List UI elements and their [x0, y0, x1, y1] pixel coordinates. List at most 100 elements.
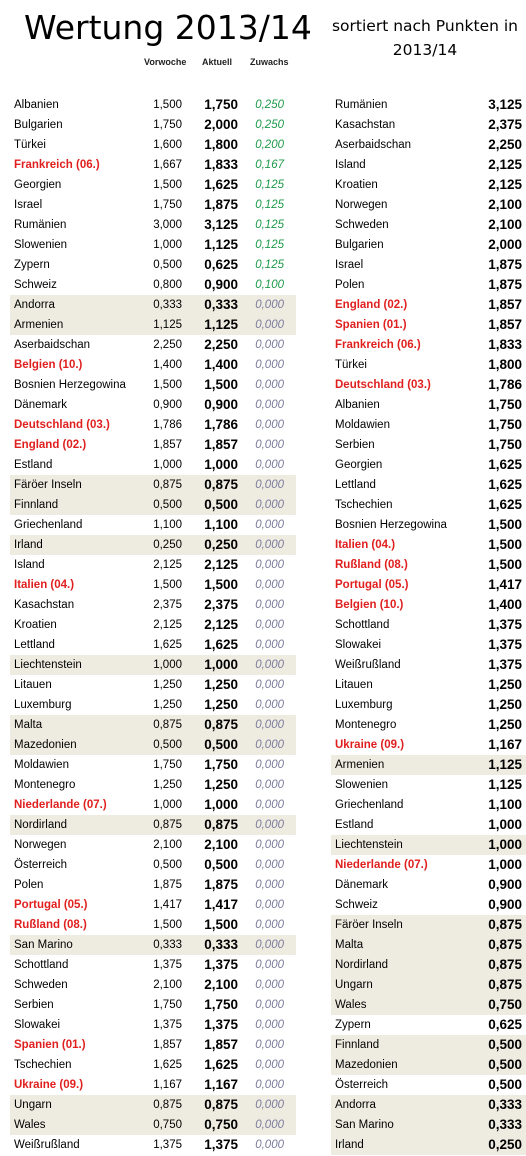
country-name: Slowakei [335, 639, 382, 651]
country-name: Deutschland (03.) [14, 419, 110, 431]
table-row: Aserbaidschan 2,250 2,250 0,000 [10, 335, 296, 355]
vorwoche-value: 0,333 [153, 299, 182, 311]
zuwachs-value: 0,000 [255, 1019, 284, 1031]
aktuell-value: 2,250 [204, 337, 238, 352]
vorwoche-value: 1,400 [153, 359, 182, 371]
column-header-vorwoche: Vorwoche [144, 57, 187, 67]
points-value: 2,100 [488, 217, 522, 232]
country-name: Kroatien [14, 619, 57, 631]
country-name: Lettland [335, 479, 376, 491]
table-row: Israel 1,750 1,875 0,125 [10, 195, 296, 215]
zuwachs-value: 0,000 [255, 859, 284, 871]
country-name: Belgien (10.) [14, 359, 83, 371]
points-value: 0,875 [488, 957, 522, 972]
aktuell-value: 1,375 [204, 1017, 238, 1032]
aktuell-value: 0,875 [204, 817, 238, 832]
table-row: Mazedonien 0,500 0,500 0,000 [10, 735, 296, 755]
points-value: 1,000 [488, 857, 522, 872]
country-name: Luxemburg [335, 699, 393, 711]
country-name: Spanien (01.) [14, 1039, 86, 1051]
table-row: Irland 0,250 0,250 0,000 [10, 535, 296, 555]
table-row: Schweiz 0,900 [331, 895, 526, 915]
country-name: Irland [14, 539, 43, 551]
table-row: Färöer Inseln 0,875 [331, 915, 526, 935]
country-name: Dänemark [335, 879, 389, 891]
aktuell-value: 1,375 [204, 957, 238, 972]
table-row: Montenegro 1,250 1,250 0,000 [10, 775, 296, 795]
vorwoche-value: 1,500 [153, 579, 182, 591]
table-row: Schottland 1,375 1,375 0,000 [10, 955, 296, 975]
country-name: Mazedonien [335, 1059, 398, 1071]
aktuell-value: 0,500 [204, 497, 238, 512]
points-value: 0,900 [488, 877, 522, 892]
country-name: Norwegen [14, 839, 67, 851]
country-name: Italien (04.) [335, 539, 396, 551]
aktuell-value: 1,125 [204, 317, 238, 332]
table-row: Bulgarien 2,000 [331, 235, 526, 255]
table-row: Portugal (05.) 1,417 [331, 575, 526, 595]
country-name: Weißrußland [14, 1139, 80, 1151]
table-row: Zypern 0,625 [331, 1015, 526, 1035]
country-name: Österreich [14, 859, 68, 871]
vorwoche-value: 2,375 [153, 599, 182, 611]
country-name: Kasachstan [335, 119, 396, 131]
table-row: Armenien 1,125 [331, 755, 526, 775]
zuwachs-value: 0,000 [255, 619, 284, 631]
points-value: 1,375 [488, 657, 522, 672]
points-value: 0,875 [488, 977, 522, 992]
country-name: Israel [14, 199, 43, 211]
zuwachs-value: 0,167 [255, 159, 284, 171]
zuwachs-value: 0,000 [255, 1099, 284, 1111]
vorwoche-value: 1,500 [153, 99, 182, 111]
country-name: Kroatien [335, 179, 378, 191]
table-row: Österreich 0,500 [331, 1075, 526, 1095]
vorwoche-value: 1,167 [153, 1079, 182, 1091]
table-row: San Marino 0,333 0,333 0,000 [10, 935, 296, 955]
country-name: Finnland [14, 499, 59, 511]
vorwoche-value: 0,500 [153, 499, 182, 511]
table-row: Polen 1,875 [331, 275, 526, 295]
vorwoche-value: 1,375 [153, 1019, 182, 1031]
zuwachs-value: 0,000 [255, 779, 284, 791]
zuwachs-value: 0,000 [255, 939, 284, 951]
aktuell-value: 0,333 [204, 937, 238, 952]
points-value: 0,500 [488, 1037, 522, 1052]
country-name: Norwegen [335, 199, 388, 211]
table-row: Wales 0,750 0,750 0,000 [10, 1115, 296, 1135]
aktuell-value: 0,875 [204, 477, 238, 492]
country-name: Tschechien [335, 499, 393, 511]
zuwachs-value: 0,000 [255, 479, 284, 491]
table-row: Island 2,125 2,125 0,000 [10, 555, 296, 575]
table-row: Rumänien 3,000 3,125 0,125 [10, 215, 296, 235]
country-name: Schweden [14, 979, 68, 991]
country-name: Zypern [14, 259, 50, 271]
vorwoche-value: 1,750 [153, 119, 182, 131]
points-value: 1,500 [488, 517, 522, 532]
country-name: Irland [335, 1139, 364, 1151]
aktuell-value: 1,625 [204, 1057, 238, 1072]
table-row: Schottland 1,375 [331, 615, 526, 635]
country-name: Ukraine (09.) [335, 739, 405, 751]
country-name: Bosnien Herzegowina [14, 379, 126, 391]
column-header-aktuell: Aktuell [202, 57, 233, 67]
table-row: Ungarn 0,875 [331, 975, 526, 995]
country-name: Armenien [335, 759, 385, 771]
vorwoche-value: 1,000 [153, 799, 182, 811]
zuwachs-value: 0,000 [255, 579, 284, 591]
table-row: Bosnien Herzegowina 1,500 1,500 0,000 [10, 375, 296, 395]
table-row: Slowakei 1,375 1,375 0,000 [10, 1015, 296, 1035]
table-row: Ukraine (09.) 1,167 1,167 0,000 [10, 1075, 296, 1095]
vorwoche-value: 2,125 [153, 559, 182, 571]
table-row: Ukraine (09.) 1,167 [331, 735, 526, 755]
points-value: 1,750 [488, 417, 522, 432]
aktuell-value: 1,167 [204, 1077, 238, 1092]
zuwachs-value: 0,000 [255, 759, 284, 771]
alphabetical-ranking-table: Albanien 1,500 1,750 0,250 Bulgarien 1,750 2,0… [10, 95, 296, 1155]
zuwachs-value: 0,000 [255, 679, 284, 691]
vorwoche-value: 1,750 [153, 759, 182, 771]
country-name: Schweden [335, 219, 389, 231]
table-row: Italien (04.) 1,500 1,500 0,000 [10, 575, 296, 595]
country-name: Malta [335, 939, 364, 951]
country-name: San Marino [335, 1119, 394, 1131]
points-value: 1,000 [488, 817, 522, 832]
